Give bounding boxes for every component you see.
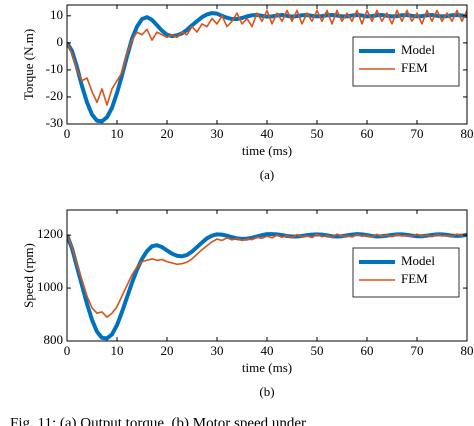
x-tick-label: 80 [461,343,474,358]
x-axis-label: time (ms) [242,143,292,158]
y-tick-label: 1000 [37,279,63,294]
legend-label: FEM [401,271,428,286]
legend-box [352,247,460,298]
y-tick-label: 800 [44,332,64,347]
x-tick-label: 0 [64,126,71,141]
x-tick-label: 50 [311,126,324,141]
series-line [67,233,467,318]
x-tick-label: 60 [361,343,374,358]
x-tick-label: 30 [211,343,224,358]
x-tick-label: 20 [161,126,174,141]
y-tick-label: -10 [46,61,63,76]
series-line [67,9,467,106]
x-tick-label: 10 [111,126,124,141]
y-tick-label: -30 [46,115,63,130]
x-tick-label: 50 [311,343,324,358]
x-tick-label: 30 [211,126,224,141]
legend-label: Model [401,42,435,57]
panel-label: (b) [259,384,274,399]
legend-label: FEM [401,60,428,75]
caption: Fig. 11: (a) Output torque, (b) Motor sp… [10,415,306,426]
x-tick-label: 10 [111,343,124,358]
x-tick-label: 0 [64,343,71,358]
y-tick-label: 0 [57,34,64,49]
series-line [67,232,467,341]
x-axis-label: time (ms) [242,360,292,375]
series-line [67,11,467,124]
y-tick-label: -20 [46,88,63,103]
x-tick-label: 70 [411,343,424,358]
panel-label: (a) [260,167,274,182]
y-axis-label: Torque (N.m) [21,29,36,100]
y-tick-label: 1200 [37,226,63,241]
legend-box [352,36,460,87]
x-tick-label: 20 [161,343,174,358]
x-tick-label: 60 [361,126,374,141]
x-tick-label: 70 [411,126,424,141]
legend-label: Model [401,253,435,268]
y-tick-label: 10 [50,7,63,22]
y-axis-label: Speed (rpm) [21,243,36,308]
x-tick-label: 80 [461,126,474,141]
x-tick-label: 40 [261,126,274,141]
x-tick-label: 40 [261,343,274,358]
